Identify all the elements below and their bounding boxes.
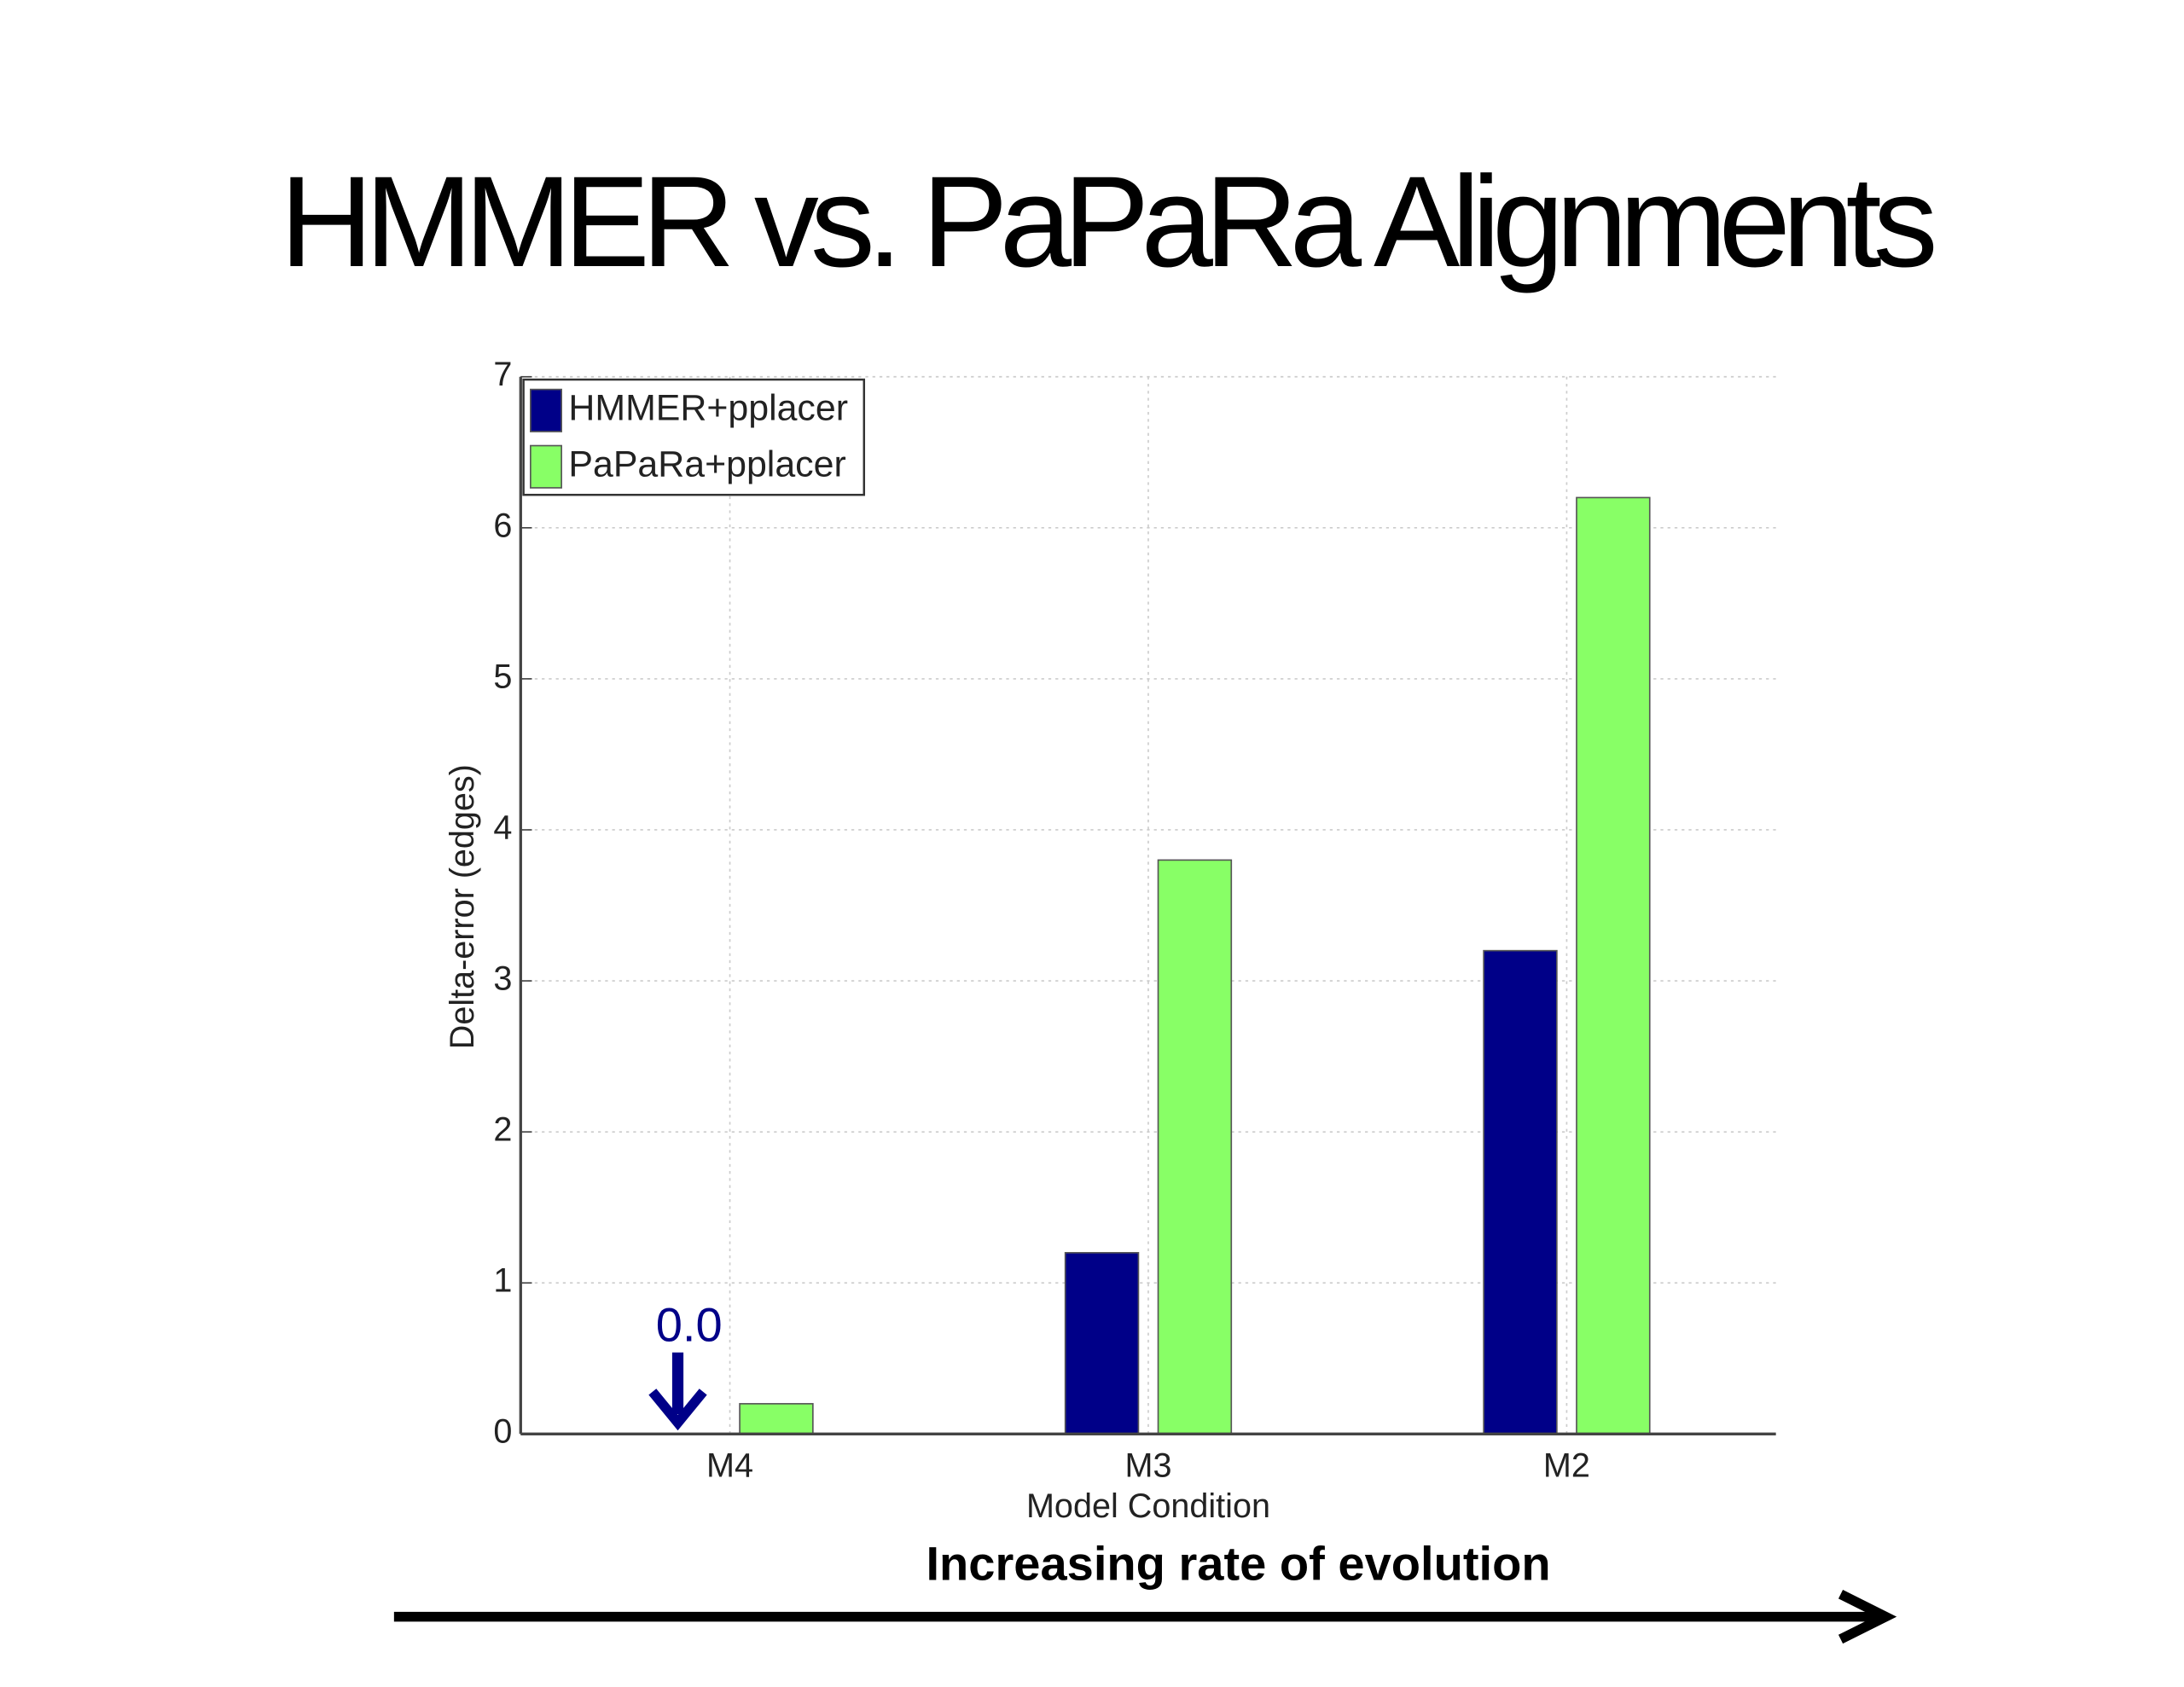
y-tick-label: 5 <box>493 658 512 695</box>
bar <box>1064 1251 1140 1435</box>
legend-label: PaPaRa+pplacer <box>568 444 845 485</box>
bar <box>1157 859 1233 1435</box>
x-tick-label: M3 <box>1124 1446 1171 1484</box>
bar <box>1576 496 1651 1435</box>
caption: Increasing rate of evolution <box>926 1537 1550 1591</box>
annotation-arrowhead <box>648 1388 707 1431</box>
chart-title: HMMER vs. PaPaRa Alignments <box>280 150 1934 294</box>
y-axis-label: Delta-error (edges) <box>444 764 481 1049</box>
y-tick-label: 7 <box>493 356 512 393</box>
y-tick-label: 6 <box>493 507 512 544</box>
annotation: 0.0 <box>656 1298 723 1352</box>
x-tick-label: M2 <box>1543 1446 1590 1484</box>
x-axis-label: Model Condition <box>1026 1487 1270 1525</box>
y-tick-label: 1 <box>493 1262 512 1300</box>
bar <box>1483 949 1558 1435</box>
evolution-arrowhead <box>1838 1590 1897 1644</box>
y-tick-label: 2 <box>493 1111 512 1149</box>
x-tick-label: M4 <box>706 1446 753 1484</box>
legend-swatch <box>530 388 562 432</box>
y-tick-label: 3 <box>493 960 512 998</box>
y-tick-label: 0 <box>493 1413 512 1451</box>
bar <box>739 1403 814 1435</box>
legend-box <box>522 378 866 496</box>
legend-swatch <box>530 444 562 489</box>
legend-label: HMMER+pplacer <box>568 388 848 429</box>
y-tick-label: 4 <box>493 809 512 846</box>
